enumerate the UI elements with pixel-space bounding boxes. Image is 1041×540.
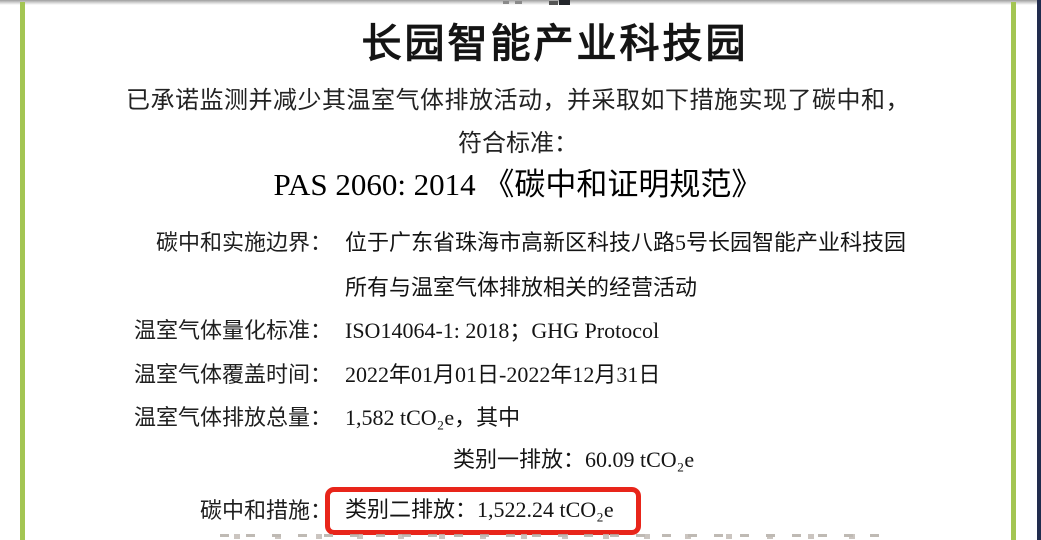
field-label: 温室气体量化标准： <box>133 318 332 343</box>
clipped-next-line <box>220 534 882 540</box>
cropped-text-remnant <box>559 0 570 5</box>
field-row-coverage-period: 温室气体覆盖时间： 2022年01月01日-2022年12月31日 <box>0 360 1011 390</box>
red-highlight-box: 类别二排放：1,522.24 tCO₂e <box>325 487 641 535</box>
field-row-scope1-emissions: 类别一排放：60.09 tCO₂e <box>0 445 1011 475</box>
field-row-quantification-standard: 温室气体量化标准： ISO14064-1: 2018；GHG Protocol <box>0 316 1011 346</box>
right-navy-border <box>1037 0 1041 540</box>
left-green-border <box>20 2 25 540</box>
field-value: 类别一排放：60.09 tCO₂e <box>453 447 695 472</box>
field-value: 1,582 tCO₂e，其中 <box>345 405 521 430</box>
cropped-text-remnant <box>503 1 509 4</box>
field-value: 类别二排放：1,522.24 tCO₂e <box>345 497 614 522</box>
field-value: 2022年01月01日-2022年12月31日 <box>345 362 661 387</box>
standard-name: PAS 2060: 2014 《碳中和证明规范》 <box>273 167 763 202</box>
field-row-boundary-cont: 所有与温室气体排放相关的经营活动 <box>0 273 1011 303</box>
certificate-title: 长园智能产业科技园 <box>361 22 749 66</box>
cropped-text-remnant <box>515 1 522 4</box>
right-green-border <box>1011 2 1016 540</box>
field-label: 温室气体覆盖时间： <box>133 362 332 387</box>
field-row-total-emissions: 温室气体排放总量： 1,582 tCO₂e，其中 <box>0 403 1011 433</box>
field-row-boundary: 碳中和实施边界： 位于广东省珠海市高新区科技八路5号长园智能产业科技园 <box>0 228 1011 258</box>
field-label: 碳中和实施边界： <box>155 230 332 255</box>
field-value: 位于广东省珠海市高新区科技八路5号长园智能产业科技园 <box>345 230 907 255</box>
field-label: 碳中和措施： <box>199 498 332 523</box>
field-value: ISO14064-1: 2018；GHG Protocol <box>345 318 660 343</box>
field-value: 所有与温室气体排放相关的经营活动 <box>345 275 698 300</box>
cropped-text-remnant <box>549 1 558 5</box>
standard-lead-in: 符合标准： <box>458 130 578 157</box>
highlight-annotation-box: 类别二排放：1,522.24 tCO₂e <box>325 487 641 535</box>
field-label: 温室气体排放总量： <box>133 405 332 430</box>
commitment-statement: 已承诺监测并减少其温室气体排放活动，并采取如下措施实现了碳中和， <box>126 87 910 114</box>
field-row-scope2-emissions: 碳中和措施： 类别二排放：1,522.24 tCO₂e <box>0 487 1011 535</box>
